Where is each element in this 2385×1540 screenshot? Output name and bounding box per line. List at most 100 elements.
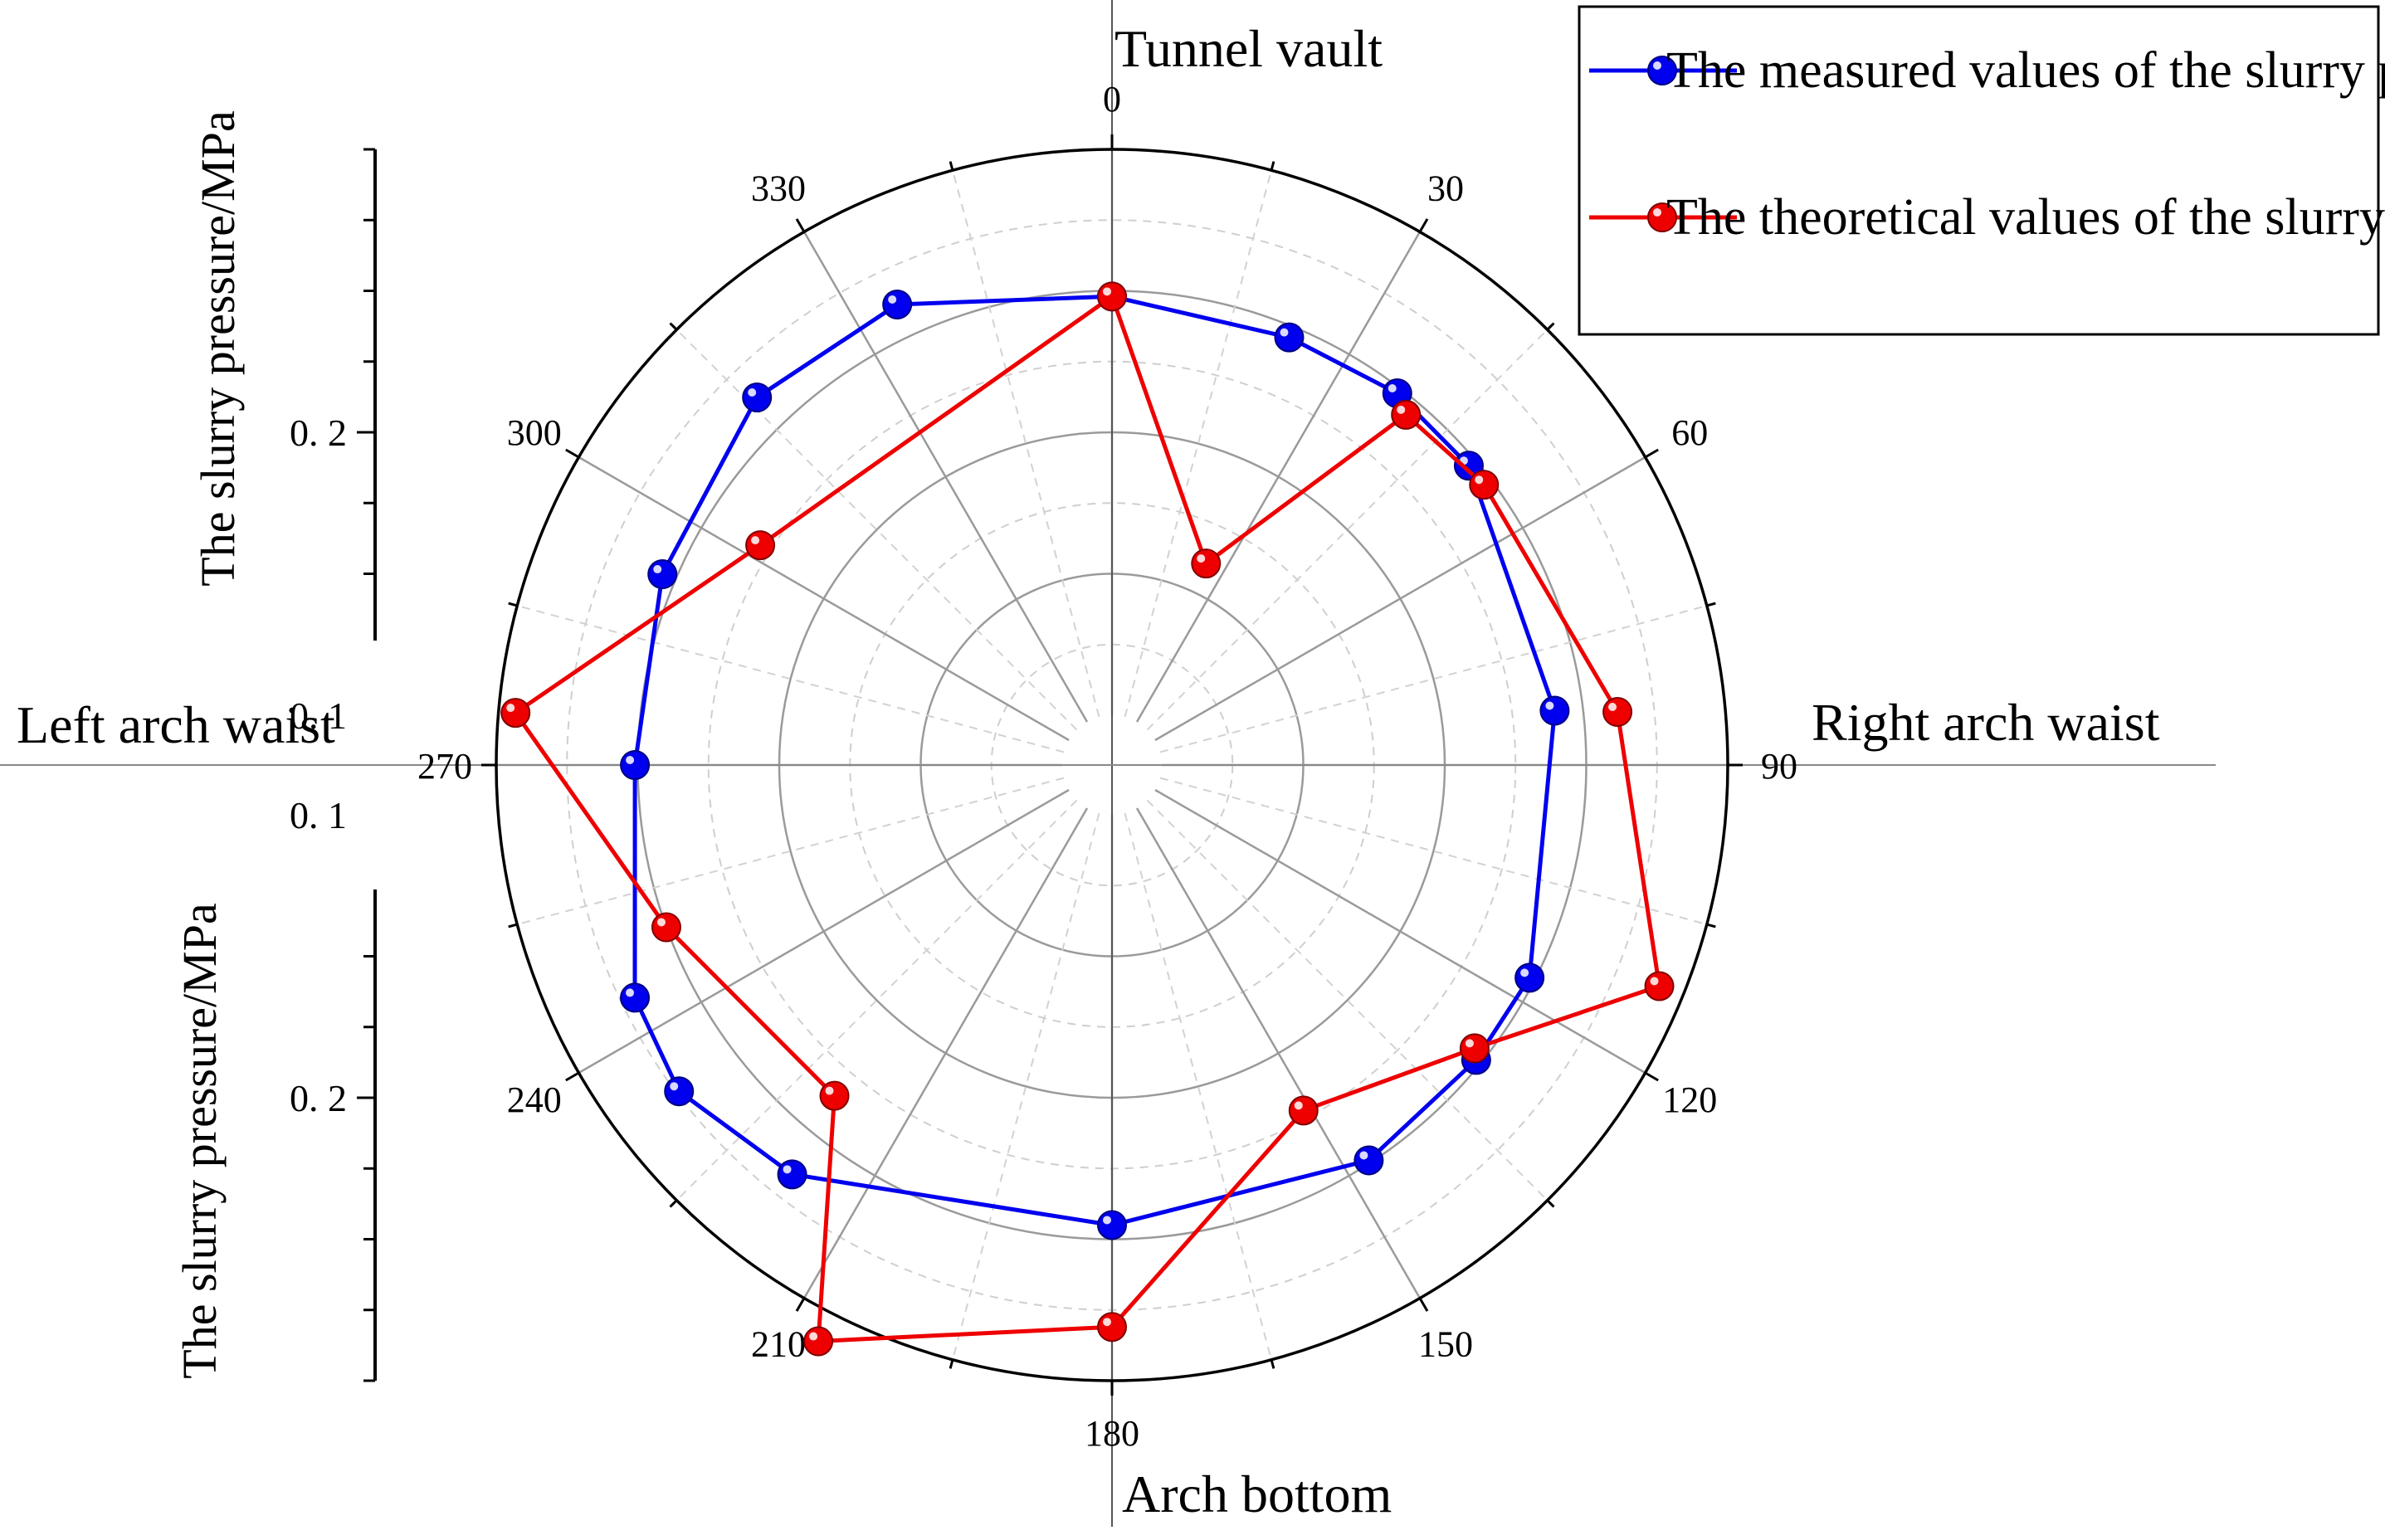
data-point-highlight: [1650, 977, 1659, 986]
outer-tick: [669, 322, 678, 331]
data-point: [1469, 470, 1500, 500]
data-point-highlight: [1359, 1151, 1368, 1160]
grid-spoke-minor: [1146, 329, 1549, 731]
grid-spoke-minor: [676, 799, 1078, 1201]
data-point-highlight: [1294, 1101, 1303, 1110]
data-point-highlight: [783, 1165, 792, 1174]
data-point-highlight: [1197, 554, 1206, 563]
data-point: [1097, 281, 1127, 312]
outer-tick: [669, 1199, 678, 1208]
angular-tick-label: 180: [1085, 1413, 1139, 1454]
angular-tick-label: 270: [417, 746, 472, 787]
outer-tick: [1270, 161, 1275, 171]
angular-tick-label: 60: [1671, 412, 1708, 453]
angular-tick-label: 210: [751, 1323, 806, 1364]
data-point-highlight: [656, 918, 666, 927]
direction-label-left: Left arch waist: [17, 695, 335, 754]
direction-label-bottom: Arch bottom: [1122, 1464, 1392, 1523]
outer-tick: [1706, 602, 1716, 607]
data-point-highlight: [653, 565, 662, 574]
data-point-highlight: [1103, 1318, 1111, 1327]
legend-label-measured: The measured values of the slurry pressu…: [1666, 42, 2385, 99]
data-point-highlight: [1397, 405, 1406, 414]
data-point: [882, 289, 913, 319]
data-point: [1539, 695, 1570, 726]
data-point: [1097, 1312, 1127, 1343]
outer-tick: [1270, 1359, 1275, 1369]
data-point: [1288, 1095, 1319, 1126]
data-point: [664, 1076, 695, 1107]
outer-tick: [565, 1071, 580, 1082]
outer-tick: [949, 1359, 954, 1369]
data-point: [1514, 962, 1545, 993]
data-point: [1191, 548, 1222, 579]
data-point-highlight: [1465, 1039, 1474, 1048]
data-point-highlight: [748, 388, 757, 397]
data-point-highlight: [1545, 701, 1554, 710]
data-point: [742, 383, 773, 413]
data-point: [500, 698, 531, 729]
data-point-highlight: [670, 1082, 679, 1091]
grid-spoke-major: [802, 807, 1089, 1299]
polar-frame: 0 30 60 90 120 150 180 210 240 270 300 330: [0, 0, 2216, 1527]
direction-label-right: Right arch waist: [1812, 693, 2160, 752]
grid-spoke-major: [1154, 456, 1646, 742]
angular-tick-label: 150: [1418, 1323, 1473, 1364]
legend-marker-theoretical-highlight: [1653, 208, 1661, 217]
outer-tick: [1418, 218, 1429, 233]
angular-tick-label: 30: [1427, 168, 1464, 209]
series-layer: [500, 281, 1675, 1357]
outer-tick: [1706, 923, 1716, 928]
grid-spoke-major: [578, 456, 1070, 742]
grid-spoke-minor: [951, 812, 1100, 1360]
data-point: [777, 1159, 807, 1190]
grid-spoke-minor: [517, 777, 1065, 926]
data-point-highlight: [1475, 475, 1484, 485]
angular-tick-label: 120: [1662, 1079, 1717, 1120]
grid-spoke-minor: [1146, 799, 1549, 1201]
data-point-highlight: [1520, 968, 1529, 977]
series-0: [620, 281, 1570, 1240]
data-point: [1391, 399, 1422, 430]
data-point-highlight: [751, 536, 760, 545]
outer-tick: [1546, 1199, 1555, 1208]
data-point: [1097, 1210, 1127, 1240]
data-point-highlight: [1608, 702, 1617, 711]
data-point: [1602, 696, 1633, 727]
legend-box: [1578, 5, 2380, 336]
legend-label-theoretical: The theoretical values of the slurry pre…: [1666, 189, 2385, 246]
direction-label-top: Tunnel vault: [1114, 19, 1383, 78]
grid-spoke-minor: [951, 170, 1100, 718]
outer-tick: [1644, 1071, 1659, 1082]
angular-tick-label: 330: [751, 168, 806, 209]
data-point-highlight: [626, 756, 635, 764]
data-point: [620, 982, 651, 1013]
data-point-highlight: [809, 1332, 818, 1341]
radial-axes: 0. 1 0. 2 0. 1 0. 2: [290, 148, 377, 1382]
outer-tick: [1418, 1297, 1429, 1312]
radial-axis-tick-label: 0. 1: [290, 694, 347, 737]
data-point: [1274, 322, 1305, 353]
data-point: [803, 1326, 834, 1357]
grid-spoke-minor: [1159, 604, 1707, 753]
grid-spoke-major: [1154, 788, 1646, 1075]
angular-tick-label: 300: [507, 412, 562, 453]
data-point-highlight: [1388, 384, 1397, 393]
radial-axis-tick-label: 0. 2: [290, 412, 347, 454]
grid-spoke-major: [1135, 231, 1422, 723]
data-point: [1644, 971, 1675, 1001]
series-1: [500, 281, 1675, 1357]
series-line: [632, 294, 1557, 1227]
data-point-highlight: [888, 295, 897, 304]
radial-axis-label-lower: The slurry pressure/MPa: [173, 903, 227, 1378]
radial-axis-tick-label: 0. 1: [290, 794, 347, 836]
outer-tick: [1644, 448, 1659, 459]
grid-spoke-minor: [1124, 170, 1273, 718]
data-point: [651, 912, 681, 943]
data-point-highlight: [626, 988, 635, 997]
outer-tick: [795, 1297, 806, 1312]
grid-spoke-major: [578, 788, 1070, 1075]
angular-tick-label: 0: [1103, 79, 1121, 119]
